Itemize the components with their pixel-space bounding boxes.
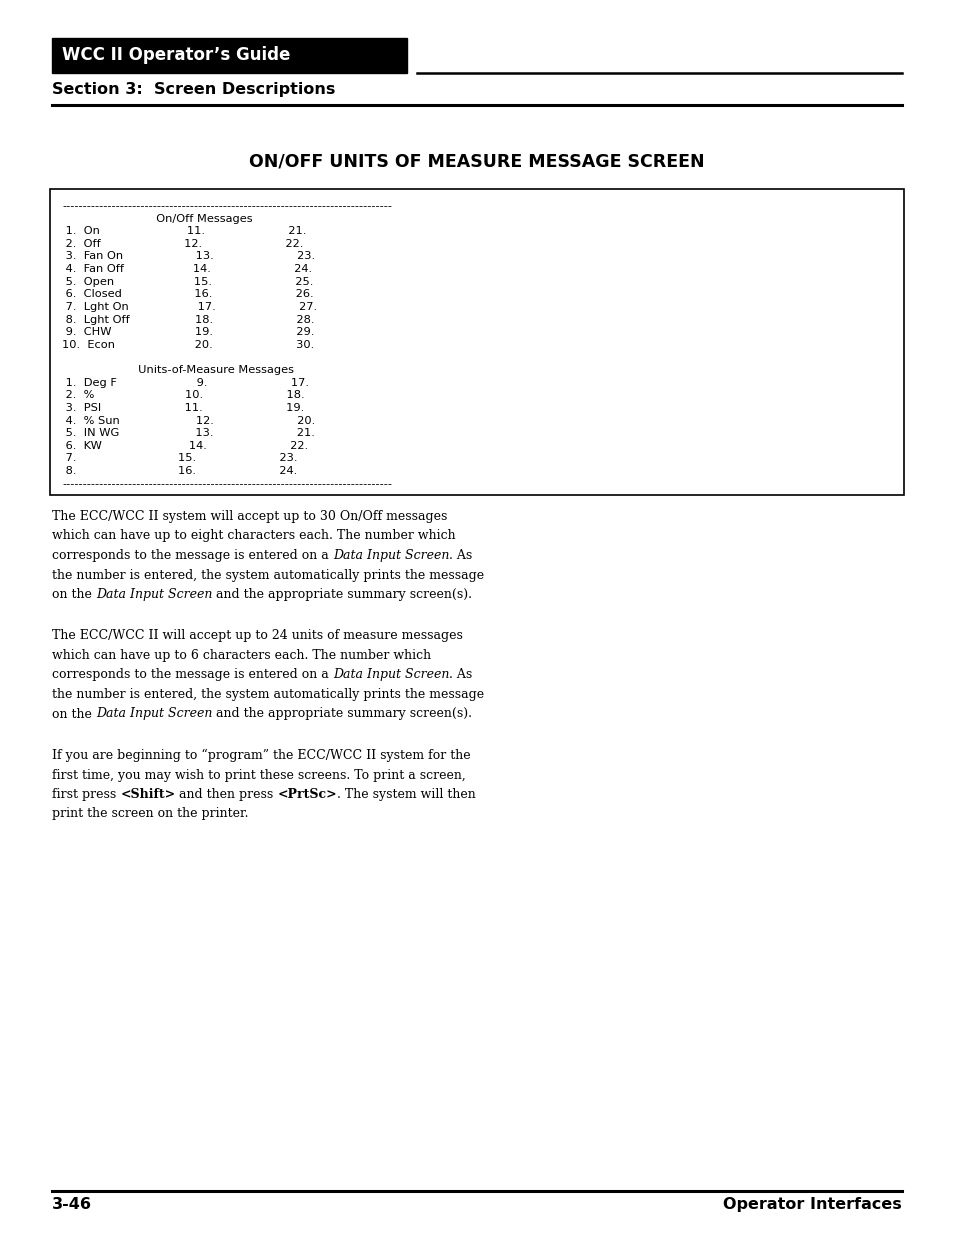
Text: 3.  PSI                       11.                       19.: 3. PSI 11. 19. [62, 403, 304, 412]
Text: on the: on the [52, 708, 95, 720]
Text: 3-46: 3-46 [52, 1197, 91, 1212]
Text: --------------------------------------------------------------------------------: ----------------------------------------… [62, 479, 392, 489]
Text: 5.  Open                      15.                       25.: 5. Open 15. 25. [62, 277, 313, 287]
Text: the number is entered, the system automatically prints the message: the number is entered, the system automa… [52, 688, 483, 701]
Text: on the: on the [52, 588, 95, 601]
Text: On/Off Messages: On/Off Messages [62, 214, 253, 224]
Text: 4.  % Sun                     12.                       20.: 4. % Sun 12. 20. [62, 416, 314, 426]
Text: 7.                            15.                       23.: 7. 15. 23. [62, 453, 297, 463]
Text: . As: . As [449, 668, 472, 682]
Text: 9.  CHW                       19.                       29.: 9. CHW 19. 29. [62, 327, 314, 337]
Text: 6.  Closed                    16.                       26.: 6. Closed 16. 26. [62, 289, 314, 299]
Text: Data Input Screen: Data Input Screen [95, 588, 212, 601]
Text: Section 3:  Screen Descriptions: Section 3: Screen Descriptions [52, 82, 335, 98]
Text: 8.  Lght Off                  18.                       28.: 8. Lght Off 18. 28. [62, 315, 314, 325]
Text: 1.  On                        11.                       21.: 1. On 11. 21. [62, 226, 306, 236]
Text: 10.  Econ                      20.                       30.: 10. Econ 20. 30. [62, 340, 314, 350]
Text: first time, you may wish to print these screens. To print a screen,: first time, you may wish to print these … [52, 768, 465, 782]
Text: Operator Interfaces: Operator Interfaces [722, 1197, 901, 1212]
Text: 6.  KW                        14.                       22.: 6. KW 14. 22. [62, 441, 308, 451]
Text: ON/OFF UNITS OF MEASURE MESSAGE SCREEN: ON/OFF UNITS OF MEASURE MESSAGE SCREEN [249, 153, 704, 170]
Text: 4.  Fan Off                   14.                       24.: 4. Fan Off 14. 24. [62, 264, 312, 274]
Text: <PrtSc>: <PrtSc> [277, 788, 337, 802]
Text: 1.  Deg F                      9.                       17.: 1. Deg F 9. 17. [62, 378, 309, 388]
Text: The ECC/WCC II will accept up to 24 units of measure messages: The ECC/WCC II will accept up to 24 unit… [52, 630, 462, 642]
Text: corresponds to the message is entered on a: corresponds to the message is entered on… [52, 668, 333, 682]
Text: and the appropriate summary screen(s).: and the appropriate summary screen(s). [212, 588, 472, 601]
Text: Data Input Screen: Data Input Screen [333, 550, 449, 562]
Text: Data Input Screen: Data Input Screen [333, 668, 449, 682]
Bar [50, 189, 903, 495]
Text: Units-of-Measure Messages: Units-of-Measure Messages [62, 366, 294, 375]
Text: which can have up to 6 characters each. The number which: which can have up to 6 characters each. … [52, 650, 431, 662]
Text: corresponds to the message is entered on a: corresponds to the message is entered on… [52, 550, 333, 562]
Text: first press: first press [52, 788, 120, 802]
Bar [52, 38, 407, 73]
Text: Data Input Screen: Data Input Screen [95, 708, 212, 720]
Text: 7.  Lght On                   17.                       27.: 7. Lght On 17. 27. [62, 303, 316, 312]
Text: If you are beginning to “program” the ECC/WCC II system for the: If you are beginning to “program” the EC… [52, 748, 470, 762]
Text: 2.  %                         10.                       18.: 2. % 10. 18. [62, 390, 304, 400]
Text: . As: . As [449, 550, 472, 562]
Text: <Shift>: <Shift> [120, 788, 175, 802]
Text: and then press: and then press [175, 788, 277, 802]
Text: which can have up to eight characters each. The number which: which can have up to eight characters ea… [52, 530, 456, 542]
Text: . The system will then: . The system will then [337, 788, 476, 802]
Text: 2.  Off                       12.                       22.: 2. Off 12. 22. [62, 238, 303, 249]
Text: print the screen on the printer.: print the screen on the printer. [52, 808, 248, 820]
Text: 3.  Fan On                    13.                       23.: 3. Fan On 13. 23. [62, 252, 314, 262]
Text: The ECC/WCC II system will accept up to 30 On/Off messages: The ECC/WCC II system will accept up to … [52, 510, 447, 522]
Text: and the appropriate summary screen(s).: and the appropriate summary screen(s). [212, 708, 472, 720]
Text: 5.  IN WG                     13.                       21.: 5. IN WG 13. 21. [62, 429, 314, 438]
Text: the number is entered, the system automatically prints the message: the number is entered, the system automa… [52, 568, 483, 582]
Text: WCC II Operator’s Guide: WCC II Operator’s Guide [62, 47, 290, 64]
Text: 8.                            16.                       24.: 8. 16. 24. [62, 466, 297, 475]
Text: --------------------------------------------------------------------------------: ----------------------------------------… [62, 201, 392, 211]
